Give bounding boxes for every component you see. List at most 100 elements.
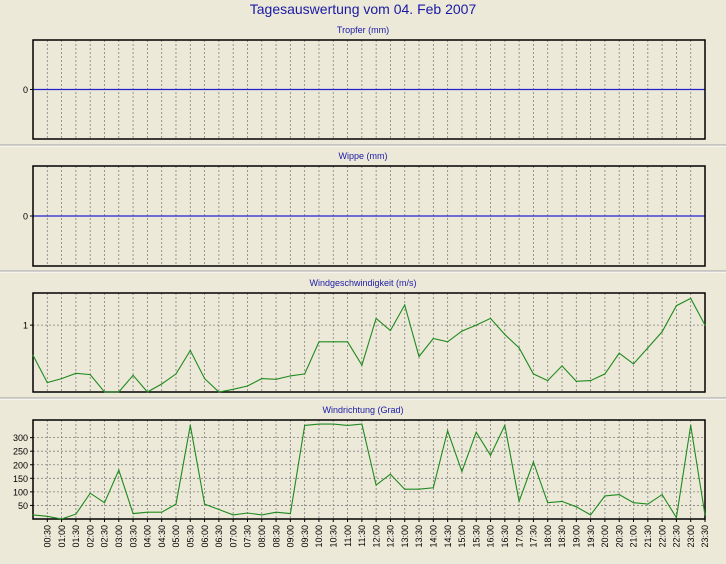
data-point: [690, 297, 692, 299]
data-point: [146, 511, 148, 513]
data-point: [418, 488, 420, 490]
x-tick-label: 22:00: [657, 525, 667, 548]
data-point: [32, 514, 34, 516]
data-point: [246, 385, 249, 387]
data-point: [518, 347, 520, 349]
x-tick-label: 03:30: [128, 525, 138, 548]
x-tick-label: 16:00: [486, 525, 496, 548]
data-point: [447, 430, 449, 432]
chart-panel-3: 50 100 150 200 250 300 00:30 01:00 01:30 02:00 02:…: [13, 419, 710, 548]
x-tick-label: 08:30: [271, 525, 281, 548]
x-tick-label: 09:30: [300, 525, 310, 548]
x-tick-label: 08:00: [257, 525, 267, 548]
x-tick-label: 10:30: [328, 525, 338, 548]
data-point: [332, 423, 334, 425]
series-line-0: [32, 297, 706, 393]
x-tick-label: 18:30: [557, 525, 567, 548]
data-point: [232, 388, 234, 390]
data-point: [218, 391, 220, 393]
x-tick-label: 01:00: [57, 525, 67, 548]
data-point: [575, 380, 577, 382]
data-point: [346, 424, 349, 427]
x-tick-label: 23:00: [686, 525, 696, 548]
x-tick-label: 05:00: [171, 525, 181, 548]
data-point: [475, 431, 477, 433]
x-tick-label: 17:30: [529, 525, 539, 548]
data-point: [675, 517, 678, 519]
data-point: [146, 391, 148, 393]
data-point: [189, 424, 191, 427]
y-tick-label: 200: [13, 460, 28, 470]
x-tick-label: 04:00: [143, 525, 153, 548]
data-point: [532, 461, 535, 463]
x-tick-label: 07:30: [243, 525, 253, 548]
data-point: [461, 470, 463, 473]
plot-frame: [32, 292, 706, 393]
data-point: [89, 492, 91, 494]
y-tick-label: 50: [18, 501, 28, 511]
x-tick-label: 05:30: [185, 525, 195, 548]
y-tick-label: 0: [23, 85, 28, 95]
y-tick-label: 100: [13, 487, 28, 497]
data-point: [447, 341, 449, 343]
data-point: [75, 513, 77, 515]
x-tick-label: 10:00: [314, 525, 324, 548]
data-point: [432, 337, 434, 340]
data-point: [289, 375, 291, 377]
data-point: [246, 512, 249, 514]
data-point: [375, 317, 377, 320]
data-point: [32, 354, 34, 356]
data-point: [203, 503, 206, 505]
x-tick-label: 11:30: [357, 525, 367, 547]
data-point: [132, 374, 134, 376]
data-point: [632, 363, 635, 365]
data-point: [690, 424, 692, 427]
data-point: [561, 500, 563, 502]
data-point: [389, 329, 392, 332]
data-point: [161, 511, 163, 513]
data-point: [132, 512, 134, 515]
data-point: [604, 373, 606, 375]
x-tick-label: 11:00: [343, 525, 353, 547]
x-tick-label: 12:00: [371, 525, 381, 548]
y-tick-label: 0: [23, 212, 28, 222]
data-point: [632, 502, 635, 504]
x-tick-label: 14:30: [443, 525, 453, 548]
data-point: [604, 495, 606, 497]
data-point: [332, 341, 334, 343]
x-tick-label: 20:30: [614, 525, 624, 548]
data-point: [518, 500, 520, 502]
data-point: [389, 473, 392, 475]
data-point: [504, 333, 506, 336]
x-tick-label: 19:30: [586, 525, 596, 548]
data-point: [361, 364, 363, 366]
data-point: [575, 506, 577, 508]
chart-panel-1: 0: [23, 165, 706, 267]
data-point: [404, 304, 406, 306]
data-point: [161, 383, 163, 385]
plot-frame: [32, 419, 706, 520]
x-tick-label: 13:30: [414, 525, 424, 548]
x-tick-label: 23:30: [700, 525, 710, 548]
data-point: [590, 514, 592, 516]
panel-title-tropfer: Tropfer (mm): [336, 25, 390, 35]
data-point: [461, 330, 463, 332]
y-tick-label: 1: [23, 321, 28, 331]
data-point: [318, 341, 320, 343]
data-point: [46, 515, 48, 517]
data-point: [275, 378, 277, 380]
data-point: [647, 347, 649, 349]
data-point: [418, 355, 420, 358]
x-tick-label: 13:00: [400, 525, 410, 548]
data-point: [60, 378, 63, 380]
data-point: [261, 378, 263, 380]
data-point: [118, 469, 120, 471]
main-title: Tagesauswertung vom 04. Feb 2007: [249, 1, 477, 17]
data-point: [261, 514, 263, 516]
data-point: [232, 514, 234, 516]
chart-panel-2: 1: [23, 292, 706, 393]
data-point: [561, 365, 563, 367]
data-point: [103, 502, 106, 504]
data-point: [547, 380, 549, 382]
